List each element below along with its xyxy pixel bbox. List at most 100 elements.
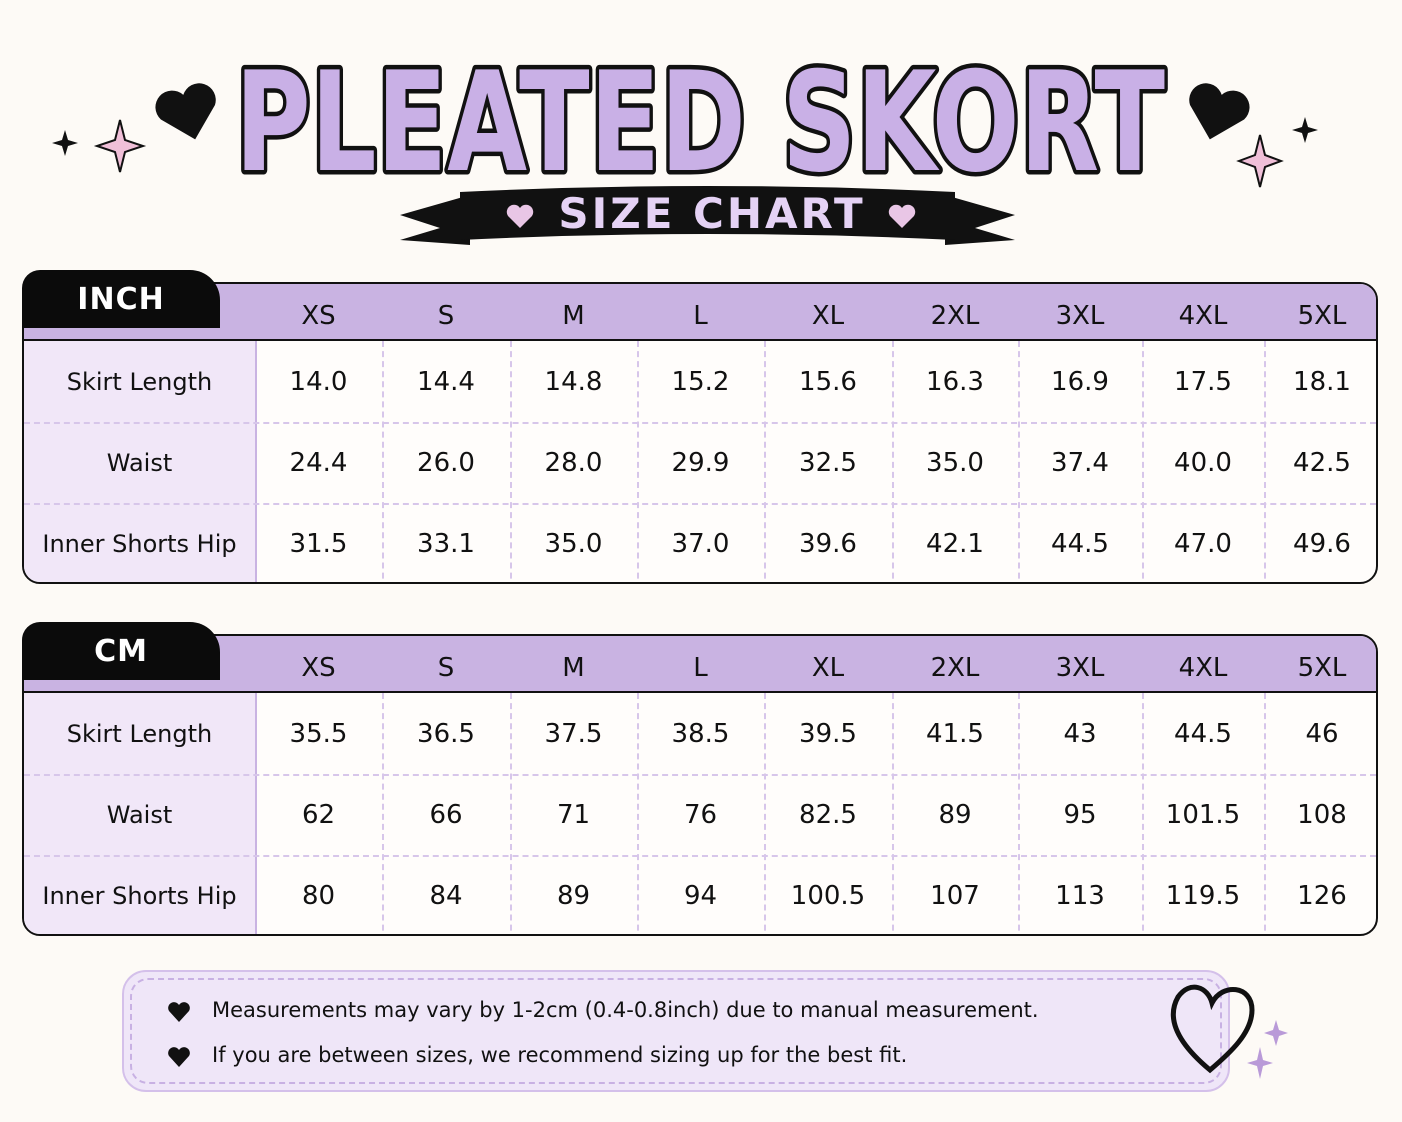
- heart-deco: [1170, 984, 1288, 1079]
- column-divider: [1018, 693, 1020, 934]
- value-cell: 113: [1055, 880, 1105, 911]
- value-cell: 15.6: [799, 366, 857, 397]
- label-column: [24, 341, 255, 582]
- size-header: 2XL: [930, 301, 980, 331]
- value-cell: 101.5: [1165, 799, 1241, 830]
- row-label: Skirt Length: [66, 719, 213, 748]
- column-divider: [892, 693, 894, 934]
- size-header: 2XL: [930, 653, 980, 683]
- value-cell: 36.5: [417, 718, 475, 749]
- value-cell: 14.0: [289, 366, 348, 397]
- value-cell: 24.4: [289, 447, 348, 478]
- value-cell: 38.5: [671, 718, 730, 749]
- unit-tab: CM: [22, 622, 220, 680]
- value-cell: 46: [1305, 718, 1339, 749]
- size-header: 5XL: [1297, 301, 1347, 331]
- row-label: Waist: [106, 448, 173, 477]
- column-divider: [1142, 693, 1144, 934]
- value-cell: 100.5: [790, 880, 866, 911]
- value-cell: 37.0: [671, 528, 730, 559]
- notes-box: Measurements may vary by 1-2cm (0.4-0.8i…: [122, 970, 1230, 1092]
- value-cell: 80: [301, 880, 336, 911]
- row-divider: [24, 855, 1376, 857]
- value-cell: 37.5: [544, 718, 603, 749]
- value-cell: 28.0: [544, 447, 603, 478]
- value-cell: 47.0: [1174, 528, 1232, 559]
- value-cell: 95: [1063, 799, 1097, 830]
- value-cell: 82.5: [799, 799, 857, 830]
- value-cell: 107: [930, 880, 980, 911]
- value-cell: 31.5: [289, 528, 348, 559]
- header-row: [24, 636, 1376, 693]
- value-cell: 33.1: [417, 528, 475, 559]
- column-divider: [255, 693, 257, 934]
- row-divider: [24, 422, 1376, 424]
- size-header: 4XL: [1178, 301, 1228, 331]
- column-divider: [637, 341, 639, 582]
- value-cell: 76: [683, 799, 718, 830]
- column-divider: [1264, 341, 1266, 582]
- value-cell: 15.2: [671, 366, 730, 397]
- size-header: XS: [301, 653, 336, 683]
- value-cell: 126: [1297, 880, 1347, 911]
- value-cell: 84: [429, 880, 463, 911]
- row-divider: [24, 774, 1376, 776]
- size-table: XS S M L XL 2XL 3XL 4XL 5XL Skirt Length 35.5 36.5 3…: [22, 634, 1378, 936]
- value-cell: 108: [1297, 799, 1347, 830]
- value-cell: 14.8: [544, 366, 603, 397]
- size-header: XL: [811, 653, 845, 683]
- value-cell: 16.3: [926, 366, 984, 397]
- note-text: Measurements may vary by 1-2cm (0.4-0.8i…: [212, 998, 1039, 1022]
- row-label: Inner Shorts Hip: [42, 529, 237, 558]
- size-header: 4XL: [1178, 653, 1228, 683]
- column-divider: [255, 341, 257, 582]
- column-divider: [764, 693, 766, 934]
- value-cell: 44.5: [1051, 528, 1109, 559]
- value-cell: 39.6: [799, 528, 857, 559]
- row-divider: [24, 503, 1376, 505]
- value-cell: 49.6: [1293, 528, 1351, 559]
- row-label: Skirt Length: [66, 367, 213, 396]
- value-cell: 40.0: [1174, 447, 1232, 478]
- subtitle: SIZE CHART: [558, 189, 865, 238]
- value-cell: 44.5: [1174, 718, 1232, 749]
- column-divider: [1018, 341, 1020, 582]
- title: PLEATED SKORT: [235, 42, 1165, 203]
- size-header: S: [437, 301, 455, 331]
- column-divider: [1264, 693, 1266, 934]
- size-header: S: [437, 653, 455, 683]
- title-art: PLEATED SKORT SIZE CHART: [52, 38, 1318, 245]
- value-cell: 119.5: [1165, 880, 1241, 911]
- size-header: L: [693, 301, 708, 331]
- value-cell: 17.5: [1174, 366, 1232, 397]
- value-cell: 42.1: [926, 528, 984, 559]
- size-header: 3XL: [1055, 301, 1105, 331]
- header-row: [24, 284, 1376, 341]
- column-divider: [637, 693, 639, 934]
- bullet-heart: [168, 1002, 190, 1022]
- column-divider: [510, 341, 512, 582]
- column-divider: [764, 341, 766, 582]
- value-cell: 16.9: [1051, 366, 1109, 397]
- value-cell: 66: [429, 799, 463, 830]
- size-header: XS: [301, 301, 336, 331]
- size-header: M: [562, 301, 585, 331]
- value-cell: 43: [1063, 718, 1097, 749]
- value-cell: 41.5: [926, 718, 984, 749]
- value-cell: 71: [556, 799, 591, 830]
- column-divider: [382, 341, 384, 582]
- value-cell: 35.5: [289, 718, 348, 749]
- size-header: L: [693, 653, 708, 683]
- value-cell: 18.1: [1293, 366, 1351, 397]
- value-cell: 29.9: [671, 447, 730, 478]
- value-cell: 42.5: [1293, 447, 1351, 478]
- unit-tab: INCH: [22, 270, 220, 328]
- bullet-heart: [168, 1047, 190, 1067]
- note-text: If you are between sizes, we recommend s…: [212, 1043, 908, 1067]
- size-table: XS S M L XL 2XL 3XL 4XL 5XL Skirt Length 14.0 14.4 1…: [22, 282, 1378, 584]
- value-cell: 32.5: [799, 447, 857, 478]
- value-cell: 62: [301, 799, 336, 830]
- value-cell: 89: [938, 799, 972, 830]
- size-header: 3XL: [1055, 653, 1105, 683]
- value-cell: 35.0: [544, 528, 603, 559]
